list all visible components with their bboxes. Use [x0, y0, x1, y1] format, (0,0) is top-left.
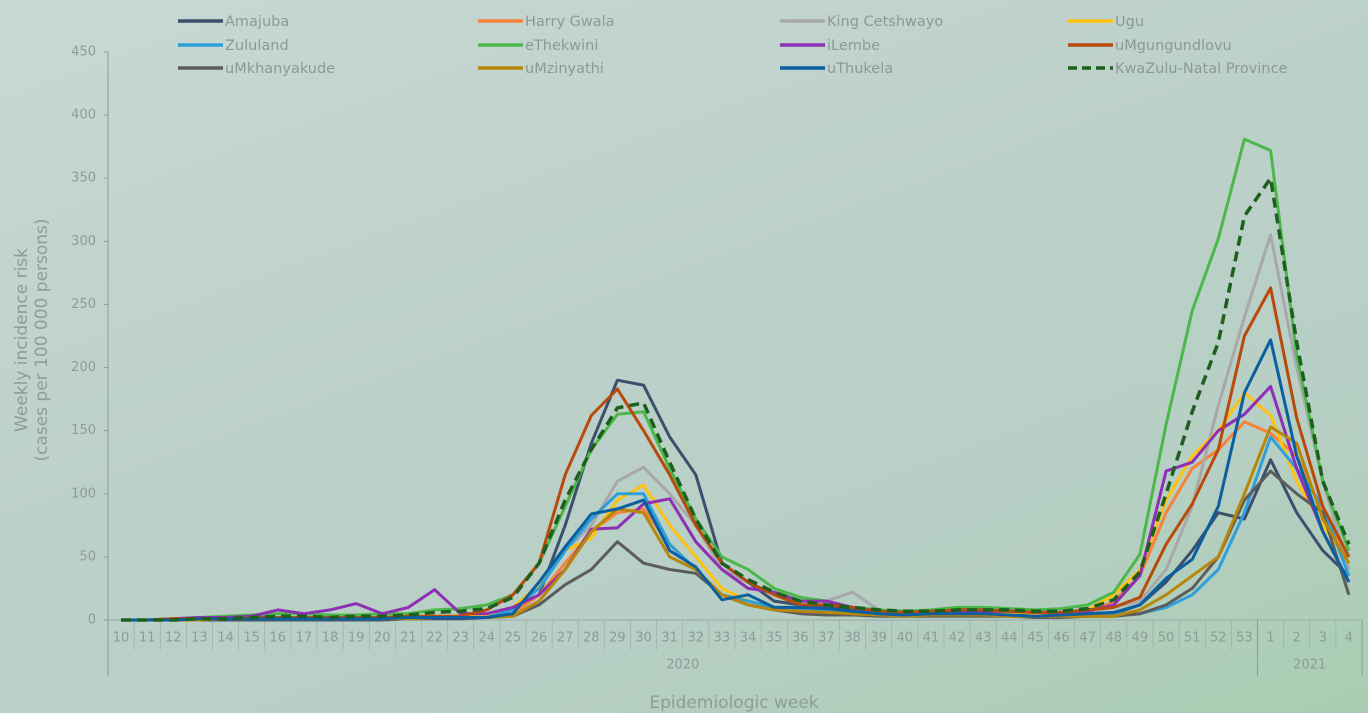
legend-label: King Cetshwayo — [827, 14, 943, 30]
x-tick-label: 12 — [165, 631, 182, 646]
x-tick-label: 10 — [113, 631, 130, 646]
x-tick-label: 44 — [1001, 631, 1018, 646]
y-tick-label: 50 — [79, 549, 96, 564]
x-tick-label: 25 — [505, 631, 522, 646]
x-tick-label: 11 — [139, 631, 156, 646]
legend-label: Amajuba — [225, 14, 289, 30]
legend-label: Ugu — [1115, 14, 1144, 30]
x-tick-label: 29 — [609, 631, 626, 646]
series-line — [121, 178, 1349, 620]
y-tick-label: 450 — [71, 45, 96, 60]
y-tick-label: 0 — [88, 613, 96, 628]
x-tick-label: 46 — [1053, 631, 1070, 646]
x-tick-label: 40 — [897, 631, 914, 646]
x-tick-label: 37 — [818, 631, 835, 646]
y-axis-title: (cases per 100 000 persons) — [32, 218, 52, 461]
x-tick-label: 22 — [426, 631, 443, 646]
x-tick-label: 47 — [1079, 631, 1096, 646]
x-tick-label: 15 — [243, 631, 260, 646]
y-tick-label: 150 — [71, 423, 96, 438]
x-tick-label: 39 — [870, 631, 887, 646]
x-tick-label: 36 — [792, 631, 809, 646]
y-axis-title: Weekly incidence risk — [12, 248, 32, 432]
x-tick-label: 31 — [661, 631, 678, 646]
x-tick-label: 45 — [1027, 631, 1044, 646]
legend-label: Harry Gwala — [525, 14, 615, 30]
x-tick-label: 4 — [1345, 631, 1353, 646]
x-tick-label: 24 — [479, 631, 496, 646]
x-tick-label: 43 — [975, 631, 992, 646]
series-line — [121, 427, 1349, 620]
x-tick-label: 3 — [1319, 631, 1327, 646]
x-tick-label: 49 — [1132, 631, 1149, 646]
x-tick-label: 14 — [217, 631, 234, 646]
x-tick-label: 41 — [923, 631, 940, 646]
x-tick-label: 19 — [348, 631, 365, 646]
y-tick-label: 400 — [71, 108, 96, 123]
x-tick-label: 38 — [844, 631, 861, 646]
chart: Weekly incidence risk (cases per 100 000… — [0, 0, 1368, 713]
y-tick-label: 250 — [71, 297, 96, 312]
legend-label: uMkhanyakude — [225, 61, 335, 77]
legend-label: eThekwini — [525, 38, 598, 54]
x-tick-label: 35 — [766, 631, 783, 646]
x-group-label: 2020 — [666, 658, 699, 673]
x-tick-label: 26 — [531, 631, 548, 646]
x-tick-label: 30 — [635, 631, 652, 646]
x-tick-label: 17 — [296, 631, 313, 646]
y-tick-label: 350 — [71, 171, 96, 186]
x-tick-label: 48 — [1106, 631, 1123, 646]
x-axis-title: Epidemiologic week — [649, 693, 818, 713]
x-tick-label: 20 — [374, 631, 391, 646]
legend-label: uMzinyathi — [525, 61, 604, 77]
legend-label: uThukela — [827, 61, 893, 77]
series-line — [121, 422, 1349, 620]
x-tick-label: 42 — [949, 631, 966, 646]
x-tick-label: 33 — [714, 631, 731, 646]
x-tick-label: 13 — [191, 631, 208, 646]
x-tick-label: 53 — [1236, 631, 1253, 646]
legend-label: KwaZulu-Natal Province — [1115, 61, 1288, 77]
x-tick-label: 52 — [1210, 631, 1227, 646]
x-tick-label: 27 — [557, 631, 574, 646]
x-tick-label: 50 — [1158, 631, 1175, 646]
x-tick-label: 18 — [322, 631, 339, 646]
legend-label: iLembe — [827, 38, 880, 54]
x-tick-label: 21 — [400, 631, 417, 646]
series-line — [121, 437, 1349, 620]
x-tick-label: 28 — [583, 631, 600, 646]
y-tick-label: 200 — [71, 360, 96, 375]
x-tick-label: 34 — [740, 631, 757, 646]
x-tick-label: 2 — [1293, 631, 1301, 646]
x-tick-label: 16 — [270, 631, 287, 646]
x-tick-label: 23 — [452, 631, 469, 646]
x-tick-label: 51 — [1184, 631, 1201, 646]
x-tick-label: 32 — [688, 631, 705, 646]
legend-label: uMgungundlovu — [1115, 38, 1232, 54]
x-group-label: 2021 — [1293, 658, 1326, 673]
legend-label: Zululand — [225, 38, 289, 54]
x-tick-label: 1 — [1266, 631, 1274, 646]
y-tick-label: 300 — [71, 234, 96, 249]
y-tick-label: 100 — [71, 486, 96, 501]
